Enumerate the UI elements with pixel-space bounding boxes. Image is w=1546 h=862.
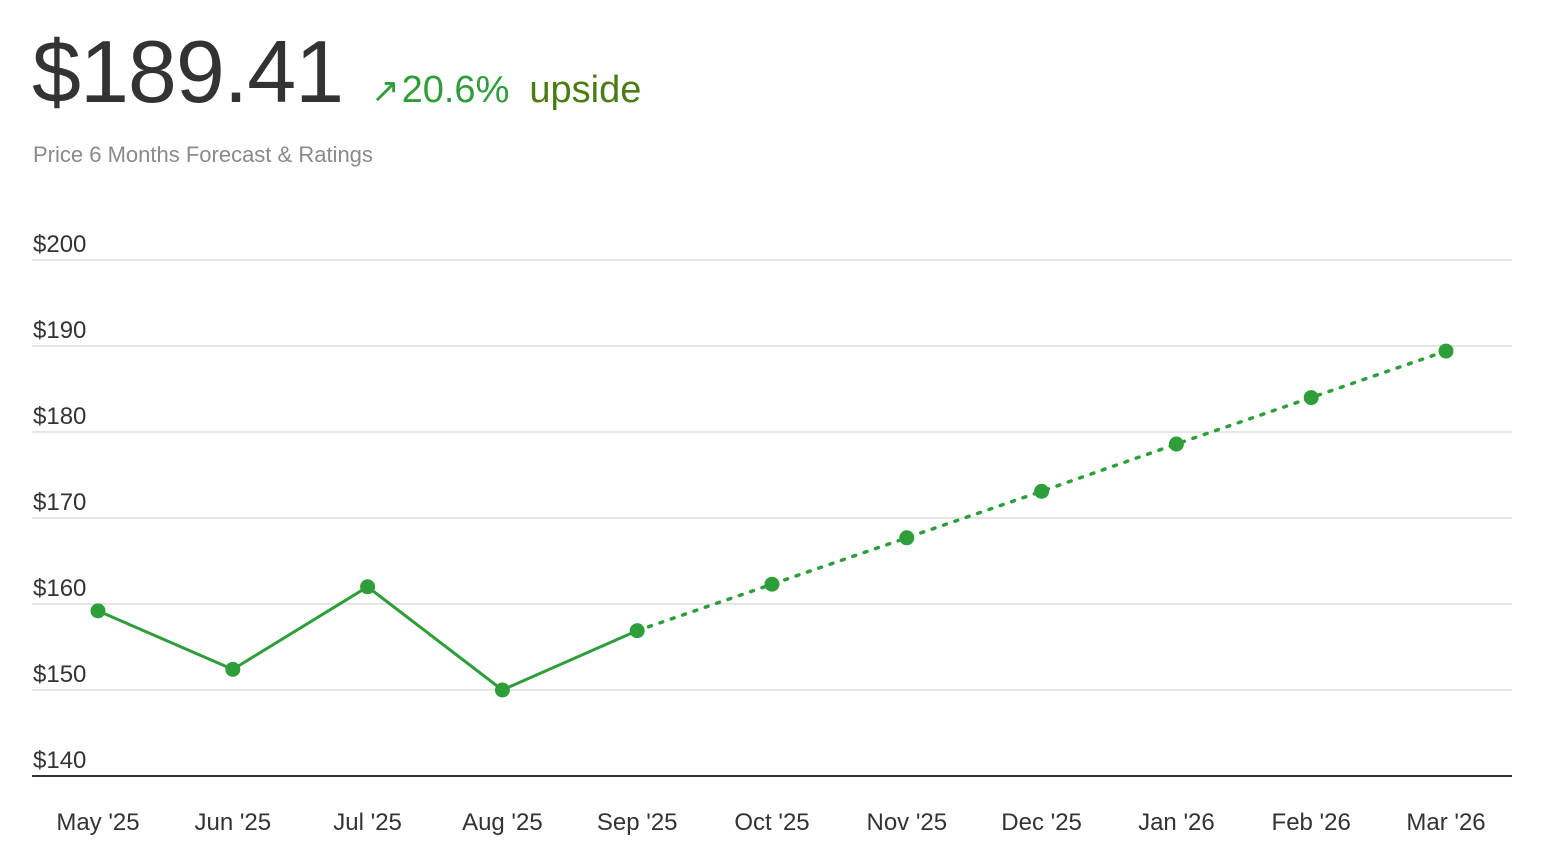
chart-subtitle: Price 6 Months Forecast & Ratings bbox=[33, 142, 373, 167]
x-tick-label: May '25 bbox=[56, 809, 139, 836]
price-header: $189.41 ↗ 20.6% upside bbox=[32, 28, 641, 116]
arrow-up-right-icon: ↗ bbox=[371, 72, 400, 110]
data-point bbox=[225, 661, 241, 677]
data-point bbox=[1438, 343, 1454, 359]
x-tick-label: Sep '25 bbox=[597, 809, 678, 836]
x-tick-label: Feb '26 bbox=[1272, 809, 1351, 836]
x-tick-label: Aug '25 bbox=[462, 809, 543, 836]
x-tick-label: Jan '26 bbox=[1138, 809, 1215, 836]
y-tick-label: $160 bbox=[33, 575, 86, 602]
data-point bbox=[1303, 390, 1319, 406]
y-tick-label: $200 bbox=[33, 231, 86, 258]
x-tick-label: Nov '25 bbox=[866, 809, 947, 836]
current-price: $189.41 bbox=[32, 22, 344, 121]
data-point bbox=[90, 603, 106, 619]
data-point bbox=[899, 530, 915, 546]
price-change: ↗ 20.6% upside bbox=[371, 71, 641, 109]
x-tick-label: Jul '25 bbox=[333, 809, 402, 836]
change-percent: 20.6% bbox=[401, 69, 510, 111]
y-tick-label: $140 bbox=[33, 747, 86, 774]
x-tick-label: Mar '26 bbox=[1406, 809, 1485, 836]
data-point bbox=[764, 576, 780, 592]
change-label: upside bbox=[529, 69, 642, 111]
history-line bbox=[97, 585, 638, 692]
data-point bbox=[360, 579, 376, 595]
data-point bbox=[629, 623, 645, 639]
data-point bbox=[1168, 436, 1184, 452]
x-tick-label: Jun '25 bbox=[194, 809, 271, 836]
y-tick-label: $170 bbox=[33, 489, 86, 516]
y-tick-label: $190 bbox=[33, 317, 86, 344]
x-tick-label: Dec '25 bbox=[1001, 809, 1082, 836]
data-point bbox=[494, 682, 510, 698]
x-tick-label: Oct '25 bbox=[734, 809, 809, 836]
y-tick-label: $180 bbox=[33, 403, 86, 430]
y-tick-label: $150 bbox=[33, 661, 86, 688]
data-point bbox=[1034, 483, 1050, 499]
